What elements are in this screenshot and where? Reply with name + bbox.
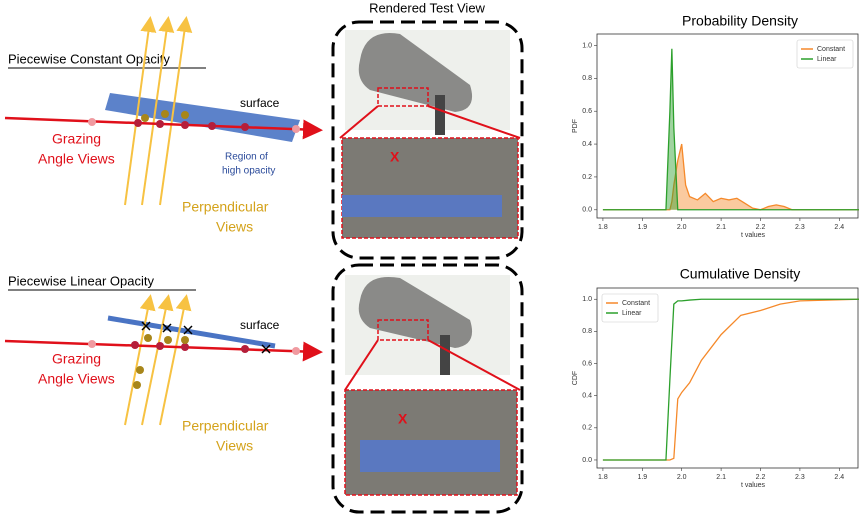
y-tick-label: 0.4 <box>582 141 592 148</box>
x-tick-label: 2.0 <box>677 224 687 231</box>
legend-label: Constant <box>817 46 845 53</box>
perpendicular-label: Perpendicular <box>182 418 269 434</box>
y-tick-label: 0.6 <box>582 360 592 367</box>
samples <box>88 334 300 389</box>
x-tick-label: 2.3 <box>795 474 805 481</box>
surface-label: surface <box>240 318 280 332</box>
region-label: Region of <box>225 152 268 163</box>
samples <box>88 110 300 133</box>
grazing-label: Grazing <box>52 131 101 147</box>
legend-label: Constant <box>622 300 650 307</box>
y-tick-label: 0.0 <box>582 207 592 214</box>
plot-frame <box>596 33 859 219</box>
y-tick-label: 0.0 <box>582 457 592 464</box>
surface-label: surface <box>240 96 280 110</box>
x-axis-label: t values <box>741 482 766 489</box>
y-tick-label: 0.2 <box>582 174 592 181</box>
x-tick-label: 2.2 <box>756 474 766 481</box>
series-line <box>602 143 859 211</box>
surface-line <box>107 315 276 349</box>
top-diagram: Piecewise Constant Opacity surface Grazi… <box>4 16 323 235</box>
legend-box <box>796 39 854 69</box>
legend-box <box>601 293 659 323</box>
crosses <box>141 321 271 354</box>
chart-title: Cumulative Density <box>680 266 801 282</box>
x-tick-label: 2.0 <box>677 474 687 481</box>
perpendicular-label: Views <box>216 219 253 235</box>
y-tick-label: 1.0 <box>582 296 592 303</box>
y-tick-label: 0.8 <box>582 328 592 335</box>
chart-title: Probability Density <box>682 13 798 29</box>
perpendicular-rays <box>124 16 193 206</box>
x-tick-label: 1.8 <box>598 474 608 481</box>
y-tick-label: 1.0 <box>582 42 592 49</box>
opacity-region <box>105 93 300 142</box>
x-tick-label: 2.1 <box>716 474 726 481</box>
plot-frame <box>596 287 859 469</box>
mic-bottom <box>344 275 521 496</box>
perpendicular-label: Perpendicular <box>182 199 269 215</box>
y-axis-label: PDF <box>572 119 579 133</box>
y-tick-label: 0.4 <box>582 393 592 400</box>
x-tick-label: 2.2 <box>756 224 766 231</box>
legend-label: Linear <box>622 310 642 317</box>
marker-x: X <box>398 411 408 427</box>
render-title: Rendered Test View <box>369 0 485 15</box>
series-area <box>602 48 859 210</box>
grazing-label: Angle Views <box>38 371 115 387</box>
rendered-views: Rendered Test View X X <box>331 0 524 514</box>
x-tick-label: 2.3 <box>795 224 805 231</box>
grazing-label: Angle Views <box>38 151 115 167</box>
x-tick-label: 2.4 <box>834 474 844 481</box>
x-tick-label: 2.4 <box>834 224 844 231</box>
x-tick-label: 1.9 <box>637 474 647 481</box>
region-label: high opacity <box>222 166 275 177</box>
perpendicular-rays <box>124 294 192 426</box>
legend-label: Linear <box>817 56 837 63</box>
series-line <box>602 48 859 211</box>
bottom-diagram: Piecewise Linear Opacity surface Grazing… <box>4 273 323 454</box>
diagram-title: Piecewise Constant Opacity <box>8 51 170 66</box>
diagram-title: Piecewise Linear Opacity <box>8 273 154 288</box>
mic-top <box>339 30 521 239</box>
x-tick-label: 2.1 <box>716 224 726 231</box>
x-tick-label: 1.9 <box>637 224 647 231</box>
y-tick-label: 0.8 <box>582 75 592 82</box>
series-line <box>602 298 859 461</box>
y-tick-label: 0.6 <box>582 108 592 115</box>
grazing-label: Grazing <box>52 351 101 367</box>
perpendicular-label: Views <box>216 438 253 454</box>
y-axis-label: CDF <box>572 371 579 385</box>
series-line <box>602 298 859 461</box>
marker-x: X <box>390 149 400 165</box>
y-tick-label: 0.2 <box>582 425 592 432</box>
x-axis-label: t values <box>741 232 766 239</box>
x-tick-label: 1.8 <box>598 224 608 231</box>
